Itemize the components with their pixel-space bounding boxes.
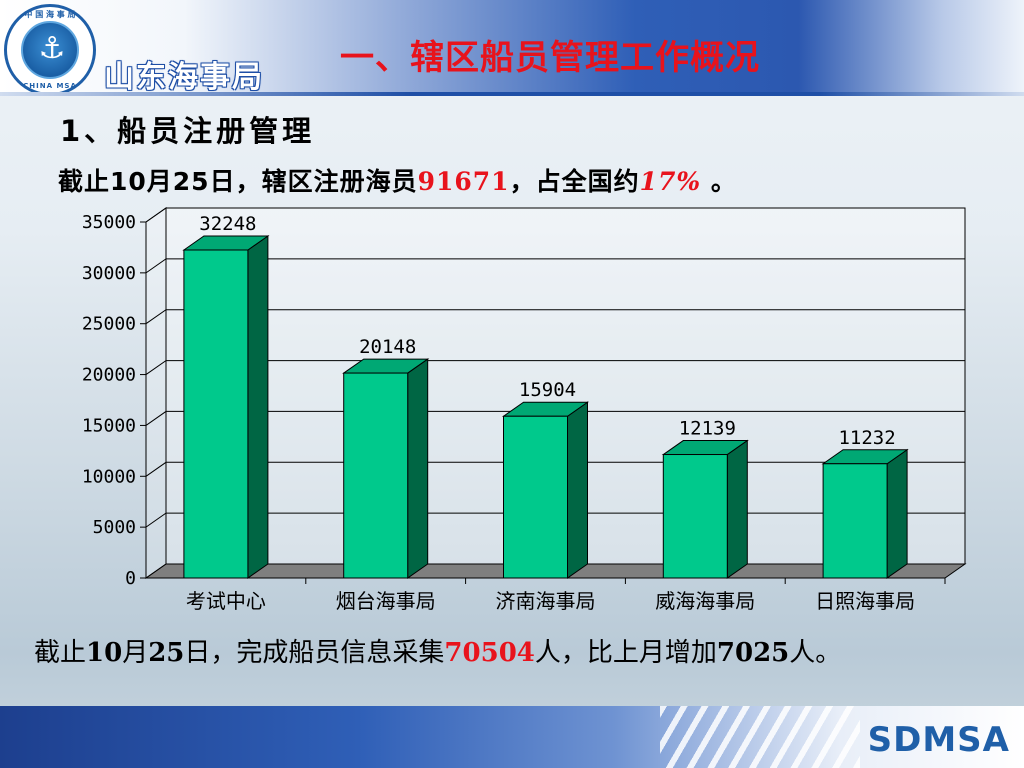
category-label: 烟台海事局 xyxy=(336,589,436,613)
category-label: 济南海事局 xyxy=(496,589,596,613)
data-label: 15904 xyxy=(519,379,576,401)
footer-band: SDMSA xyxy=(0,706,1024,768)
collection-footnote: 截止10月25日，完成船员信息采集70504人，比上月增加7025人。 xyxy=(34,632,841,669)
bar xyxy=(822,463,888,579)
increase-count: 7025 xyxy=(716,638,790,668)
bar xyxy=(343,372,409,579)
logo-emblem: ⚓ xyxy=(21,21,79,79)
data-label: 20148 xyxy=(359,336,416,358)
anchor-icon: ⚓ xyxy=(38,31,66,66)
header-band: 中 国 海 事 局 ⚓ CHINA MSA 山东海事局 一、辖区船员管理工作概况 xyxy=(0,0,1024,96)
footnote-month: 10 xyxy=(86,638,123,668)
category-label: 考试中心 xyxy=(186,589,266,613)
section-title: 1、船员注册管理 xyxy=(60,114,316,148)
y-tick-label: 25000 xyxy=(82,314,136,335)
plot-side-wall xyxy=(145,207,167,579)
y-tick-label: 20000 xyxy=(82,365,136,386)
collected-count: 70504 xyxy=(444,638,535,668)
y-tick-label: 10000 xyxy=(82,466,136,487)
bar-side xyxy=(407,358,429,579)
y-tick-label: 0 xyxy=(125,568,136,589)
gridline xyxy=(145,360,965,375)
bar-side xyxy=(567,401,588,579)
registration-stat-line: 截止10月25日，辖区注册海员91671，占全国约17% 。 xyxy=(58,162,737,198)
stat-suffix: 。 xyxy=(701,167,737,196)
national-share: 17% xyxy=(639,167,702,196)
footnote-month-char: 月 xyxy=(122,638,149,668)
data-label: 32248 xyxy=(199,213,256,235)
bar-side xyxy=(247,235,269,579)
slide-title: 一、辖区船员管理工作概况 xyxy=(340,38,760,78)
category-label: 日照海事局 xyxy=(815,589,915,613)
chart-axes: 0 5000 10000 15000 20000 25000 30000 35000 xyxy=(82,212,946,589)
footer-brand: SDMSA xyxy=(867,720,1010,760)
bar xyxy=(662,454,728,579)
footnote-text3: 人。 xyxy=(789,638,842,668)
bar xyxy=(183,249,249,579)
gridline xyxy=(145,410,965,426)
y-tick-label: 5000 xyxy=(93,517,136,538)
registered-count: 91671 xyxy=(417,167,510,196)
org-name: 山东海事局 xyxy=(104,60,264,95)
footer-stripes xyxy=(660,706,860,768)
logo-top-text: 中 国 海 事 局 xyxy=(24,10,76,19)
gridline xyxy=(145,207,965,223)
data-label: 11232 xyxy=(838,427,895,449)
logo-bottom-text: CHINA MSA xyxy=(23,82,77,90)
category-label: 威海海事局 xyxy=(655,589,755,613)
data-label: 12139 xyxy=(679,418,736,440)
bar-side xyxy=(726,439,748,579)
bar xyxy=(503,415,568,579)
stat-middle: ，占全国约 xyxy=(509,167,640,196)
y-tick-label: 15000 xyxy=(82,415,136,436)
y-tick-label: 30000 xyxy=(82,263,136,284)
gridline xyxy=(145,258,965,274)
chart-bars xyxy=(182,235,909,579)
chart-labels: 32248 考试中心 20148 烟台海事局 15904 济南海事局 12139 威海海事局 1… xyxy=(186,213,915,613)
china-msa-logo: 中 国 海 事 局 ⚓ CHINA MSA xyxy=(4,4,96,96)
bar-side xyxy=(886,448,908,579)
stat-prefix: 截止10月25日，辖区注册海员 xyxy=(58,167,418,196)
footnote-text2: 人，比上月增加 xyxy=(534,638,717,668)
footnote-text1: 日，完成船员信息采集 xyxy=(184,638,445,668)
y-tick-label: 35000 xyxy=(82,212,136,233)
footnote-day: 25 xyxy=(148,638,185,668)
gridline xyxy=(145,309,965,325)
registered-crew-bar-chart: 0 5000 10000 15000 20000 25000 30000 35000 3224… xyxy=(82,207,967,613)
footnote-prefix: 截止 xyxy=(34,638,87,668)
